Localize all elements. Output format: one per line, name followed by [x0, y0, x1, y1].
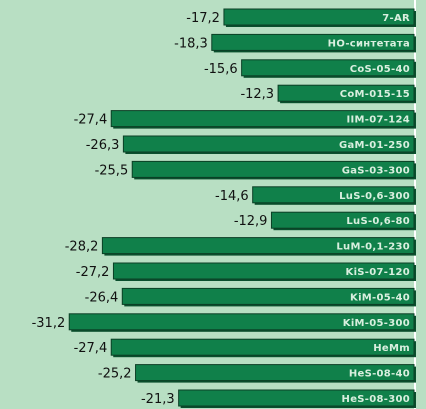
bar-group: LuS-0,6-80 -12,9: [234, 211, 416, 231]
bar-group: IIM-07-124 -27,4: [74, 110, 416, 129]
bar: [223, 8, 415, 26]
value-label: -17,2: [186, 11, 220, 26]
category-label: LuM-0,1-230: [336, 242, 410, 253]
category-label: CoM-015-15: [340, 89, 410, 100]
category-label: LuS-0,6-80: [346, 216, 410, 227]
value-label: -18,3: [174, 36, 208, 51]
category-label: GaS-03-300: [342, 165, 410, 176]
bar: [122, 135, 415, 153]
bar: [270, 211, 415, 229]
value-label: -25,2: [98, 367, 132, 382]
category-label: LuS-0,6-300: [339, 191, 410, 202]
bar-group: KiM-05-40 -26,4: [85, 287, 416, 307]
bar-group: KiM-05-300 -31,2: [32, 313, 417, 332]
bar: [252, 186, 415, 204]
bar-group: HO-синтетата -18,3: [174, 33, 416, 53]
category-label: HeMm: [373, 343, 410, 354]
bar: [178, 389, 415, 407]
bar: [112, 262, 415, 280]
value-label: -28,2: [65, 240, 99, 255]
value-label: -14,6: [215, 189, 249, 204]
category-label: HO-синтетата: [328, 38, 410, 49]
value-label: -15,6: [204, 62, 238, 77]
value-label: -12,9: [234, 214, 268, 229]
category-label: KiM-05-40: [350, 292, 410, 303]
value-label: -21,3: [141, 392, 175, 407]
bar: [101, 237, 415, 255]
value-label: -26,3: [86, 138, 120, 153]
bar-group: LuS-0,6-300 -14,6: [215, 186, 416, 205]
value-label: -27,4: [74, 113, 108, 128]
bar-group: HeS-08-40 -25,2: [98, 364, 417, 383]
category-label: KiM-05-300: [343, 318, 410, 329]
bar: [68, 313, 415, 331]
category-label: HeS-08-300: [342, 394, 410, 405]
category-label: IIM-07-124: [347, 115, 410, 126]
bar-group: 7-AR -17,2: [186, 8, 416, 27]
value-label: -27,2: [76, 265, 110, 280]
bar-group: CoM-015-15 -12,3: [240, 84, 416, 104]
value-label: -26,4: [85, 290, 119, 305]
bar-group: GaS-03-300 -25,5: [95, 160, 416, 180]
bar-group: GaM-01-250 -26,3: [86, 135, 416, 154]
bar: [131, 160, 415, 178]
category-label: HeS-08-40: [349, 369, 410, 380]
bar: [121, 287, 415, 305]
bar: [241, 59, 415, 77]
bar: [110, 338, 415, 356]
bar: [277, 84, 415, 102]
bar-group: HeMm -27,4: [74, 338, 416, 358]
bar: [211, 33, 415, 51]
bar-group: HeS-08-300 -21,3: [141, 389, 416, 408]
value-label: -25,5: [95, 163, 129, 178]
bar: [110, 110, 415, 128]
category-label: KiS-07-120: [346, 267, 410, 278]
value-label: -31,2: [32, 316, 66, 331]
bar: [135, 364, 415, 382]
value-label: -12,3: [240, 87, 274, 102]
category-label: 7-AR: [382, 13, 410, 24]
bar-group: LuM-0,1-230 -28,2: [65, 237, 416, 256]
value-label: -27,4: [74, 341, 108, 356]
category-label: GaM-01-250: [339, 140, 410, 151]
bar-group: CoS-05-40 -15,6: [204, 59, 416, 78]
category-label: CoS-05-40: [350, 64, 410, 75]
bar-group: KiS-07-120 -27,2: [76, 262, 416, 281]
